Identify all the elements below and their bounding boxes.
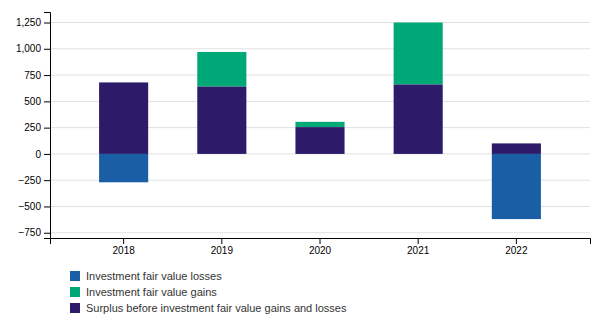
bar: [394, 23, 443, 85]
grid-line: [50, 232, 590, 233]
tick: 2022: [505, 238, 528, 256]
legend-label: Investment fair value losses: [86, 270, 222, 282]
bar: [197, 52, 246, 87]
bar: [394, 85, 443, 154]
tick-label: −500: [18, 201, 41, 212]
bar: [295, 122, 344, 127]
bar: [492, 154, 541, 219]
axis-line: [51, 239, 591, 245]
tick: 2018: [113, 238, 136, 256]
legend-swatch: [70, 303, 80, 313]
tick-mark: [44, 101, 50, 102]
tick-label: −250: [18, 175, 41, 186]
legend-label: Investment fair value gains: [86, 286, 217, 298]
legend-swatch: [70, 271, 80, 281]
grid-line: [50, 22, 590, 23]
tick: 500: [24, 96, 50, 107]
tick-mark: [44, 49, 50, 50]
legend: Investment fair value losses Investment f…: [70, 270, 347, 314]
tick-label: 750: [24, 70, 41, 81]
grid-line: [50, 75, 590, 76]
tick-label: 2020: [309, 245, 332, 256]
tick-mark: [320, 238, 321, 244]
tick-mark: [44, 154, 50, 155]
bar: [295, 127, 344, 154]
bar: [99, 154, 148, 182]
legend-swatch: [70, 287, 80, 297]
y-axis: −750 −500 −250 0 250 500 750 1,000 1,250: [16, 13, 51, 239]
tick-mark: [44, 233, 50, 234]
tick-label: 0: [35, 149, 41, 160]
legend-item: Investment fair value gains: [70, 286, 217, 298]
tick: −750: [18, 227, 50, 238]
tick: 2021: [407, 238, 430, 256]
series: [99, 154, 541, 219]
tick-label: 2022: [505, 245, 528, 256]
tick: 250: [24, 122, 50, 133]
tick-label: 2018: [113, 245, 136, 256]
tick-label: 250: [24, 122, 41, 133]
tick-mark: [44, 206, 50, 207]
tick: 750: [24, 70, 50, 81]
tick-mark: [44, 75, 50, 76]
grid: [50, 23, 590, 233]
tick-mark: [221, 238, 222, 244]
tick-label: −750: [18, 227, 41, 238]
tick: 1,250: [16, 17, 50, 28]
tick-mark: [123, 238, 124, 244]
bar: [99, 82, 148, 153]
tick: −500: [18, 201, 50, 212]
tick-label: 2021: [407, 245, 430, 256]
series: [99, 82, 541, 153]
axis-line: [44, 13, 51, 239]
tick: −250: [18, 175, 50, 186]
tick-mark: [516, 238, 517, 244]
tick-label: 2019: [211, 245, 234, 256]
tick-mark: [44, 128, 50, 129]
legend-item: Surplus before investment fair value gai…: [70, 302, 347, 314]
tick: 2019: [211, 238, 234, 256]
bar: [197, 87, 246, 154]
tick: 0: [35, 149, 50, 160]
x-axis: 2018 2019 2020 2021 2022: [51, 238, 591, 256]
bars: [99, 23, 541, 220]
tick-label: 500: [24, 96, 41, 107]
plot: −750 −500 −250 0 250 500 750 1,000 1,250 2018 2019…: [16, 13, 591, 257]
grid-line: [50, 48, 590, 49]
tick-label: 1,000: [16, 43, 41, 54]
tick: 1,000: [16, 43, 50, 54]
chart: −750 −500 −250 0 250 500 750 1,000 1,250 2018 2019…: [0, 0, 610, 322]
tick-mark: [418, 238, 419, 244]
bar: [492, 143, 541, 154]
tick-mark: [44, 23, 50, 24]
legend-item: Investment fair value losses: [70, 270, 222, 282]
tick-mark: [44, 180, 50, 181]
tick: 2020: [309, 238, 332, 256]
legend-label: Surplus before investment fair value gai…: [86, 302, 347, 314]
tick-label: 1,250: [16, 17, 41, 28]
